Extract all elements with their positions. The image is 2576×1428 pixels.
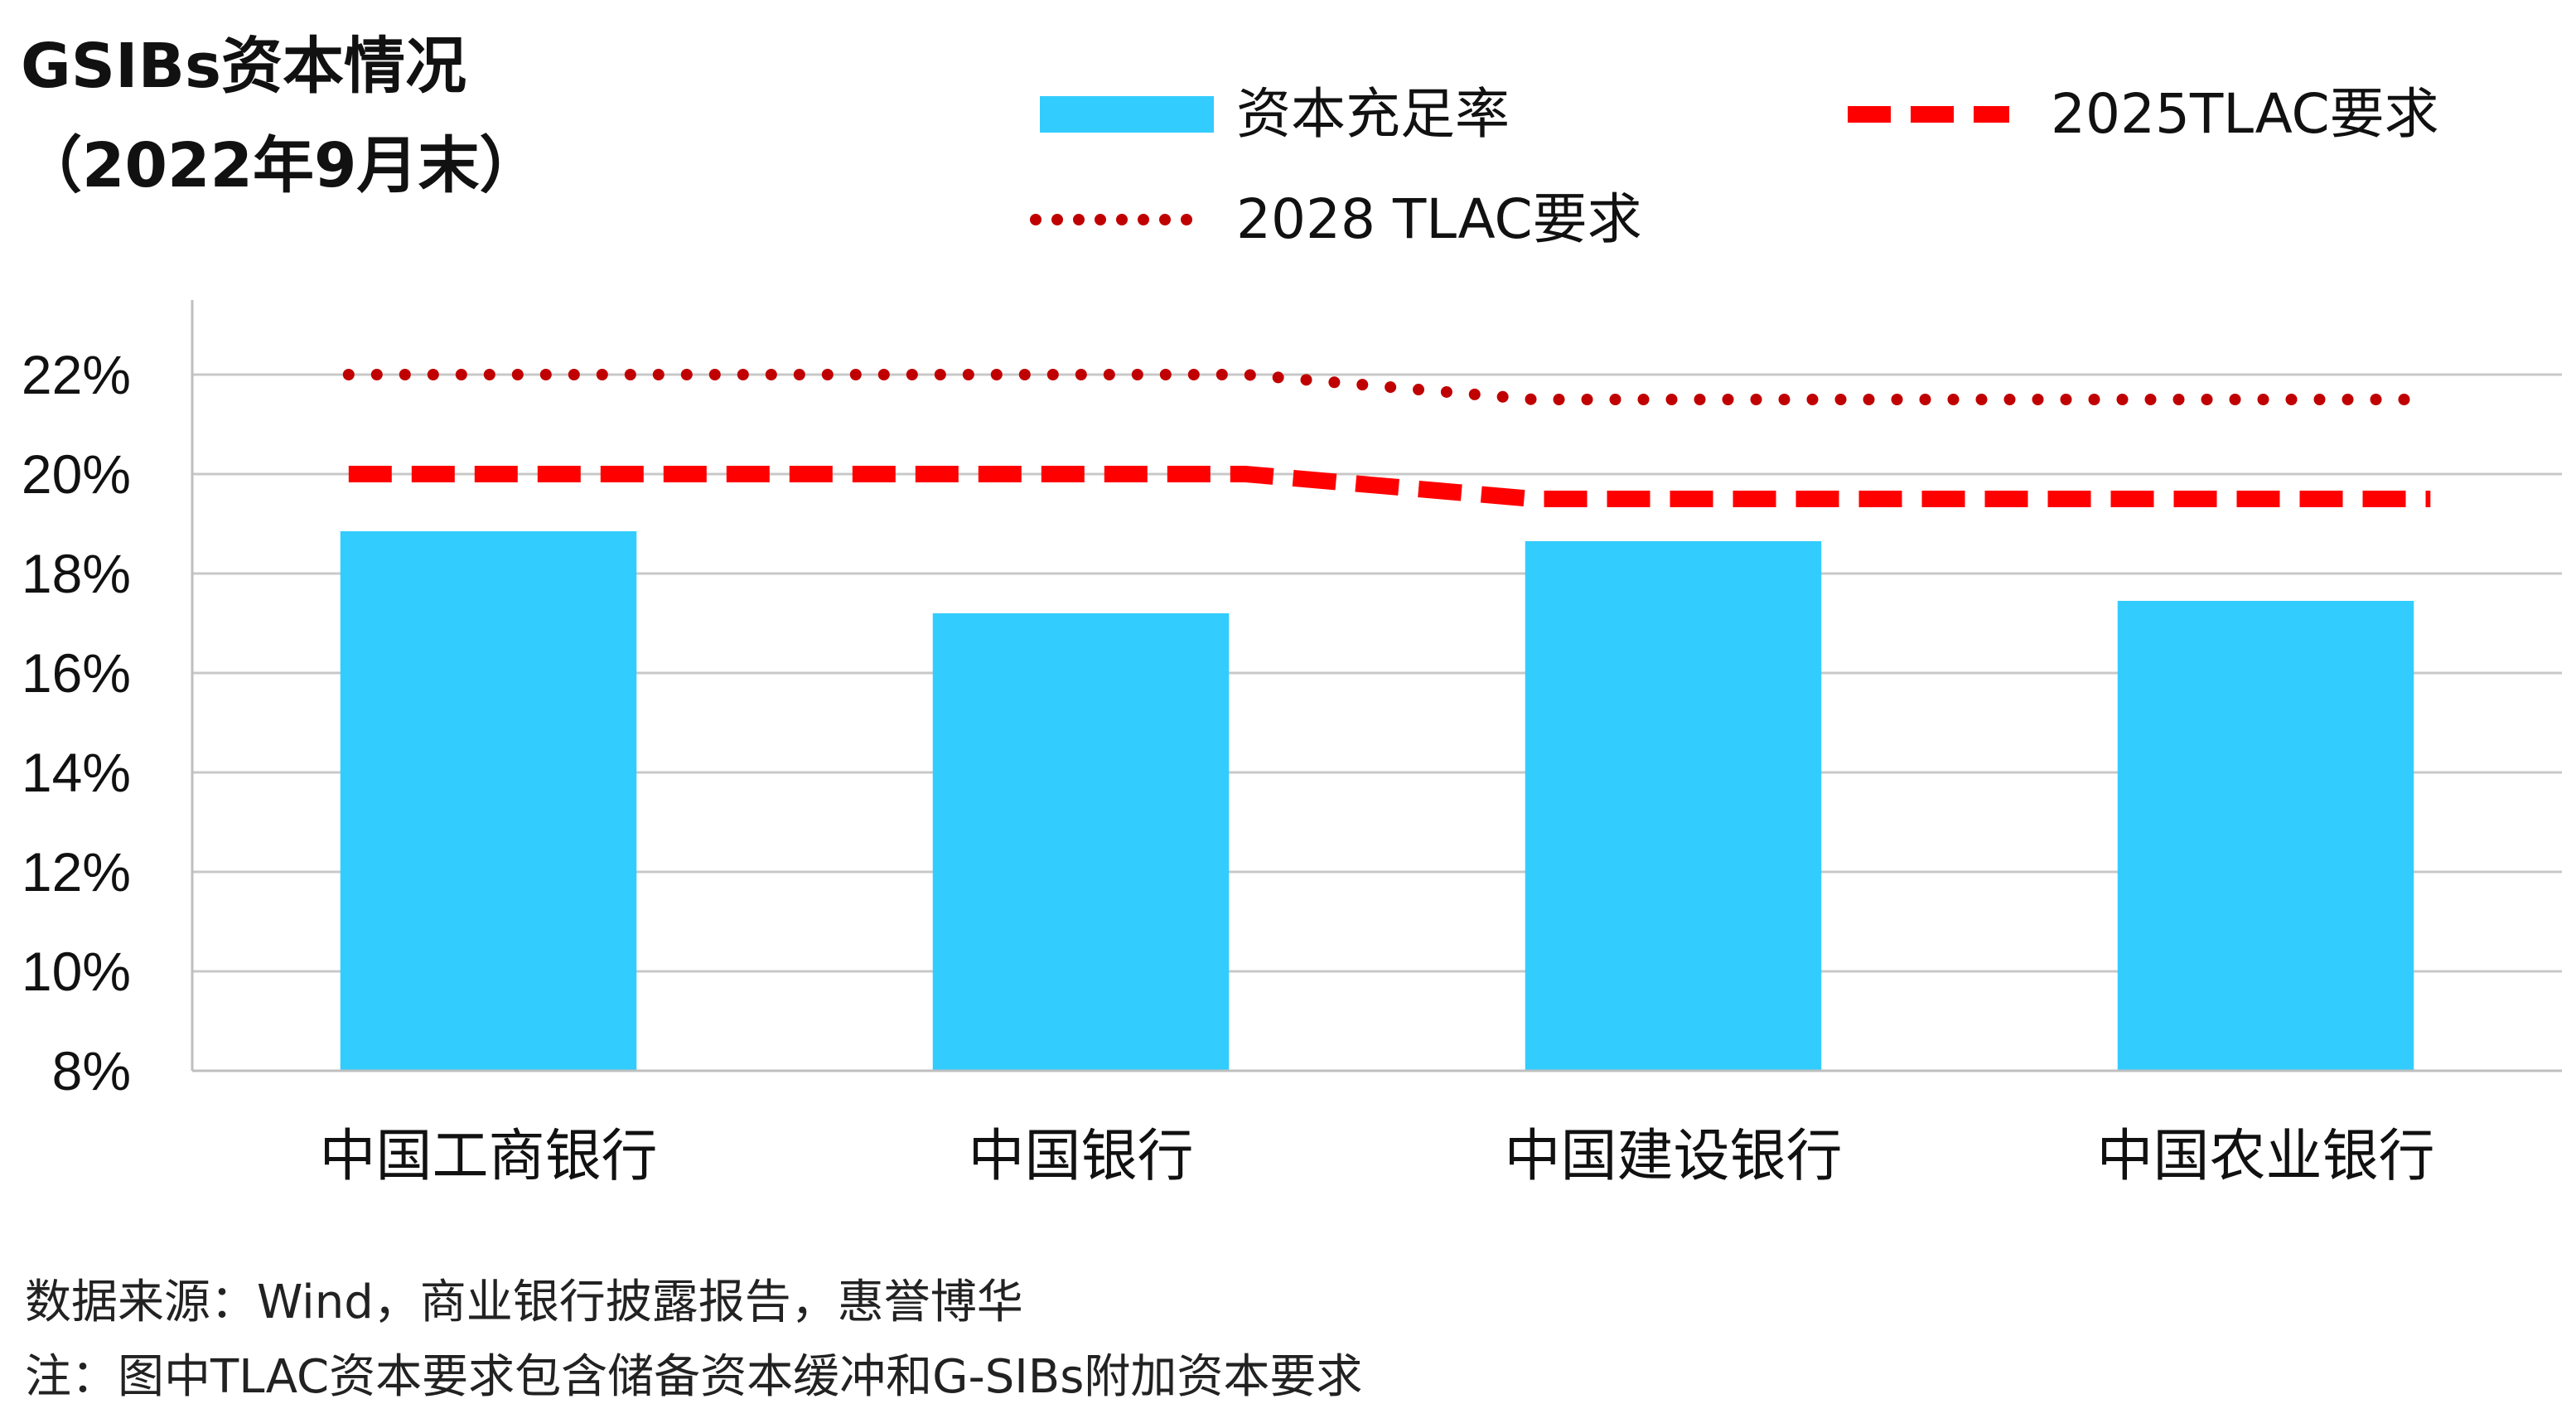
- x-tick-label: 中国银行: [968, 1124, 1193, 1189]
- footnote: 注：图中TLAC资本要求包含储备资本缓冲和G-SIBs附加资本要求: [25, 1350, 1362, 1404]
- y-tick-label: 18%: [22, 543, 131, 604]
- line-tlac-2025: [348, 466, 2431, 507]
- line-tlac-2028: [342, 369, 2437, 405]
- legend-label-tlac-2028: 2028 TLAC要求: [1236, 187, 1642, 251]
- legend-label-tlac-2025: 2025TLAC要求: [2051, 82, 2439, 146]
- y-tick-labels: 8% 10% 12% 14% 16% 18% 20% 22%: [22, 344, 131, 1101]
- chart-title: GSIBs资本情况: [21, 31, 466, 102]
- bars: [340, 531, 2414, 1071]
- y-tick-label: 20%: [22, 443, 131, 505]
- bar-capital-adequacy: [1525, 541, 1822, 1071]
- y-tick-label: 14%: [22, 742, 131, 803]
- axes: [191, 300, 2562, 1072]
- source-note: 数据来源：Wind，商业银行披露报告，惠誉博华: [25, 1276, 1023, 1329]
- bar-capital-adequacy: [932, 613, 1230, 1071]
- x-tick-label: 中国农业银行: [2096, 1124, 2434, 1189]
- y-tick-label: 12%: [22, 841, 131, 903]
- tlac-lines: [342, 369, 2437, 507]
- bar-capital-adequacy: [340, 531, 637, 1071]
- y-tick-label: 8%: [52, 1040, 131, 1101]
- y-tick-label: 22%: [22, 344, 131, 405]
- legend: 资本充足率 2025TLAC要求 2028 TLAC要求: [1030, 82, 2439, 251]
- bar-capital-adequacy: [2117, 601, 2414, 1071]
- y-tick-label: 16%: [22, 642, 131, 704]
- y-tick-label: 10%: [22, 941, 131, 1002]
- legend-label-capital-adequacy: 资本充足率: [1236, 82, 1510, 146]
- x-tick-label: 中国工商银行: [319, 1124, 657, 1189]
- chart-subtitle: （2022年9月末）: [21, 130, 540, 201]
- x-tick-label: 中国建设银行: [1504, 1124, 1842, 1189]
- legend-swatch-capital-adequacy: [1040, 96, 1214, 133]
- x-tick-labels: 中国工商银行 中国银行 中国建设银行 中国农业银行: [319, 1124, 2434, 1189]
